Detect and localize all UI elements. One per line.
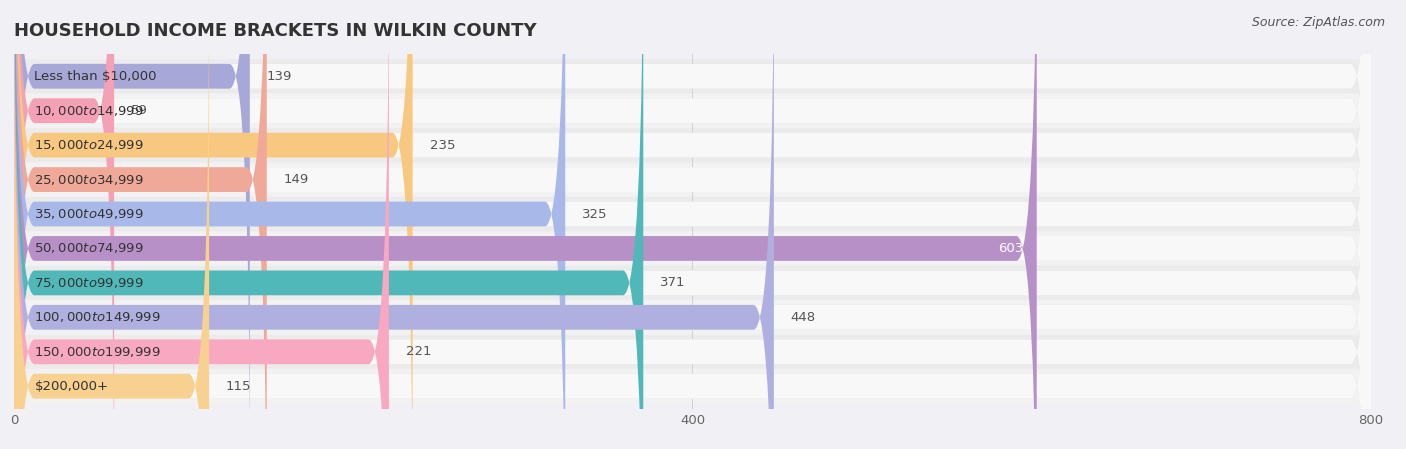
FancyBboxPatch shape [14, 0, 1371, 449]
FancyBboxPatch shape [14, 0, 1371, 449]
FancyBboxPatch shape [6, 0, 1379, 438]
FancyBboxPatch shape [14, 0, 1371, 449]
FancyBboxPatch shape [14, 0, 1371, 449]
Text: 325: 325 [582, 207, 607, 220]
FancyBboxPatch shape [14, 0, 565, 449]
Text: $75,000 to $99,999: $75,000 to $99,999 [34, 276, 143, 290]
Text: 603: 603 [998, 242, 1024, 255]
FancyBboxPatch shape [14, 0, 1371, 449]
FancyBboxPatch shape [6, 128, 1379, 449]
FancyBboxPatch shape [14, 0, 114, 449]
FancyBboxPatch shape [14, 0, 209, 449]
Text: $100,000 to $149,999: $100,000 to $149,999 [34, 310, 160, 324]
FancyBboxPatch shape [14, 0, 1371, 449]
Text: $150,000 to $199,999: $150,000 to $199,999 [34, 345, 160, 359]
FancyBboxPatch shape [14, 0, 1371, 449]
Text: 221: 221 [406, 345, 432, 358]
FancyBboxPatch shape [6, 0, 1379, 335]
FancyBboxPatch shape [6, 24, 1379, 449]
FancyBboxPatch shape [14, 0, 267, 449]
Text: $10,000 to $14,999: $10,000 to $14,999 [34, 104, 143, 118]
FancyBboxPatch shape [14, 0, 1371, 449]
FancyBboxPatch shape [14, 0, 773, 449]
FancyBboxPatch shape [14, 0, 389, 449]
FancyBboxPatch shape [6, 0, 1379, 370]
FancyBboxPatch shape [6, 0, 1379, 404]
Text: Less than $10,000: Less than $10,000 [34, 70, 157, 83]
Text: 115: 115 [226, 380, 252, 393]
FancyBboxPatch shape [14, 0, 1371, 449]
FancyBboxPatch shape [6, 93, 1379, 449]
FancyBboxPatch shape [14, 0, 1371, 449]
Text: 235: 235 [430, 139, 456, 152]
Text: HOUSEHOLD INCOME BRACKETS IN WILKIN COUNTY: HOUSEHOLD INCOME BRACKETS IN WILKIN COUN… [14, 22, 537, 40]
FancyBboxPatch shape [14, 0, 1371, 449]
Text: Source: ZipAtlas.com: Source: ZipAtlas.com [1251, 16, 1385, 29]
FancyBboxPatch shape [14, 0, 1371, 449]
FancyBboxPatch shape [14, 0, 1371, 449]
FancyBboxPatch shape [14, 0, 1371, 449]
Text: $200,000+: $200,000+ [34, 380, 108, 393]
FancyBboxPatch shape [14, 0, 412, 449]
FancyBboxPatch shape [6, 59, 1379, 449]
Text: 139: 139 [267, 70, 292, 83]
Text: $25,000 to $34,999: $25,000 to $34,999 [34, 172, 143, 187]
FancyBboxPatch shape [14, 0, 1371, 449]
FancyBboxPatch shape [14, 0, 250, 449]
FancyBboxPatch shape [14, 0, 1036, 449]
FancyBboxPatch shape [14, 0, 644, 449]
FancyBboxPatch shape [14, 0, 1371, 449]
Text: $15,000 to $24,999: $15,000 to $24,999 [34, 138, 143, 152]
FancyBboxPatch shape [14, 0, 1371, 449]
Text: 149: 149 [284, 173, 309, 186]
Text: 371: 371 [661, 277, 686, 290]
Text: 448: 448 [790, 311, 815, 324]
Text: $50,000 to $74,999: $50,000 to $74,999 [34, 242, 143, 255]
Text: $35,000 to $49,999: $35,000 to $49,999 [34, 207, 143, 221]
Text: 59: 59 [131, 104, 148, 117]
FancyBboxPatch shape [14, 0, 1371, 449]
FancyBboxPatch shape [14, 0, 1371, 449]
FancyBboxPatch shape [6, 0, 1379, 449]
FancyBboxPatch shape [14, 0, 1371, 449]
FancyBboxPatch shape [6, 0, 1379, 449]
